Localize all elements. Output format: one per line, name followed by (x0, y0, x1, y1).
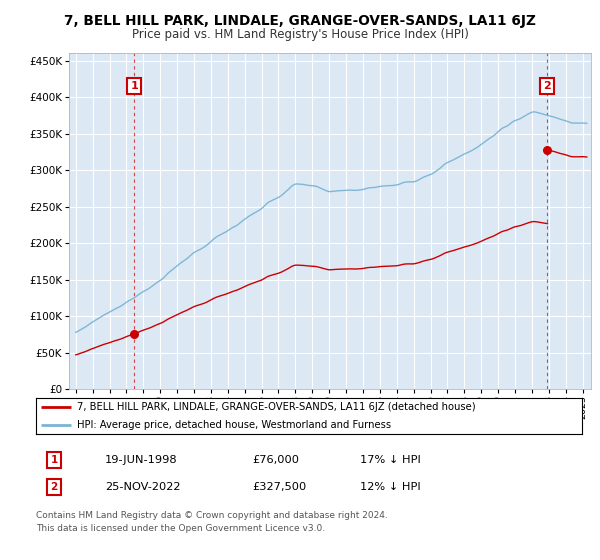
Text: Contains HM Land Registry data © Crown copyright and database right 2024.: Contains HM Land Registry data © Crown c… (36, 511, 388, 520)
Text: 17% ↓ HPI: 17% ↓ HPI (360, 455, 421, 465)
Text: 1: 1 (50, 455, 58, 465)
Text: 19-JUN-1998: 19-JUN-1998 (105, 455, 178, 465)
Text: 2: 2 (50, 482, 58, 492)
Text: Price paid vs. HM Land Registry's House Price Index (HPI): Price paid vs. HM Land Registry's House … (131, 28, 469, 41)
Text: This data is licensed under the Open Government Licence v3.0.: This data is licensed under the Open Gov… (36, 524, 325, 533)
Text: 12% ↓ HPI: 12% ↓ HPI (360, 482, 421, 492)
Text: £76,000: £76,000 (252, 455, 299, 465)
Text: 25-NOV-2022: 25-NOV-2022 (105, 482, 181, 492)
Text: HPI: Average price, detached house, Westmorland and Furness: HPI: Average price, detached house, West… (77, 420, 391, 430)
Text: 2: 2 (543, 81, 551, 91)
Text: 7, BELL HILL PARK, LINDALE, GRANGE-OVER-SANDS, LA11 6JZ (detached house): 7, BELL HILL PARK, LINDALE, GRANGE-OVER-… (77, 402, 476, 412)
Text: £327,500: £327,500 (252, 482, 306, 492)
Text: 1: 1 (130, 81, 138, 91)
Text: 7, BELL HILL PARK, LINDALE, GRANGE-OVER-SANDS, LA11 6JZ: 7, BELL HILL PARK, LINDALE, GRANGE-OVER-… (64, 14, 536, 28)
